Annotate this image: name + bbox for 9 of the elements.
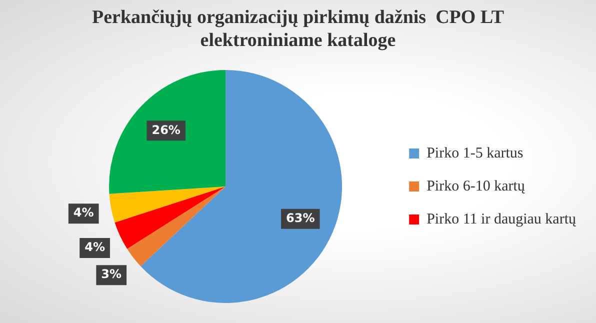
data-label: 63%	[286, 211, 315, 226]
chart-title: Perkančiųjų organizacijų pirkimų dažnis CPO LT elektroniniame kataloge	[90, 6, 506, 52]
legend-label: Pirko 1-5 kartus	[426, 145, 524, 162]
legend-label: Pirko 6-10 kartų	[426, 178, 526, 194]
legend-label: Pirko 11 ir daugiau kartų	[426, 211, 576, 228]
data-label: 3%	[101, 267, 122, 282]
data-label: 4%	[84, 240, 105, 254]
data-label: 4%	[73, 206, 94, 220]
data-label: 26%	[152, 122, 180, 137]
